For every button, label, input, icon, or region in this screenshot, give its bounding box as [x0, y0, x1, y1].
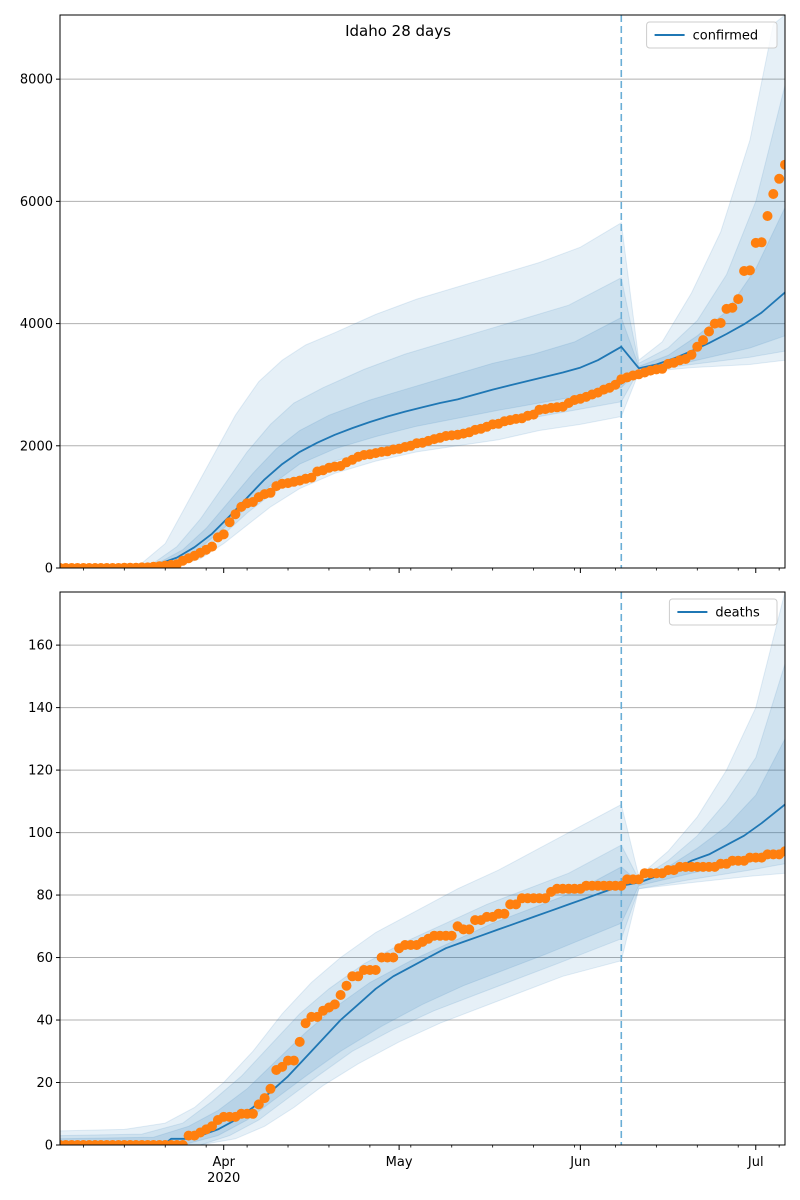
- deaths-observed-point: [633, 874, 644, 885]
- deaths-observed-point: [207, 1121, 217, 1132]
- confirmed-axes-frame: [59, 14, 786, 569]
- deaths-legend: deaths: [668, 598, 778, 626]
- deaths-observed-point: [464, 924, 475, 935]
- deaths-observed-point: [294, 1036, 305, 1047]
- deaths-band-3: [60, 738, 785, 1145]
- deaths-axes-frame: [59, 591, 786, 1146]
- confirmed-observed-point: [762, 211, 773, 221]
- x-tick-label: Jul: [747, 1155, 764, 1170]
- deaths-observed-point: [329, 999, 340, 1010]
- deaths-observed-point: [277, 1061, 288, 1072]
- deaths-uncertainty-bands: [60, 592, 785, 1145]
- deaths-observed-point: [499, 908, 510, 919]
- confirmed-x-axis-ticks: [82, 568, 780, 573]
- deaths-observed-point: [446, 930, 457, 941]
- deaths-observed-point: [288, 1055, 299, 1066]
- confirmed-chart-panel: 0 2000 4000 6000 8000 confirmed Idaho 28 day…: [20, 14, 786, 577]
- confirmed-y-axis-ticks: 0 2000 4000 6000 8000: [20, 73, 60, 577]
- confirmed-observed-point: [218, 529, 229, 540]
- deaths-y-tick-label: 100: [28, 826, 53, 841]
- deaths-gridlines: [60, 644, 785, 1084]
- confirmed-y-tick-label: 4000: [20, 317, 53, 332]
- confirmed-observed-point: [744, 265, 755, 276]
- confirmed-observed-point: [727, 302, 738, 313]
- deaths-legend-box: [668, 598, 778, 626]
- confirmed-observed-point: [780, 159, 785, 170]
- deaths-y-tick-label: 40: [36, 1014, 53, 1029]
- x-tick-label: May: [386, 1155, 413, 1170]
- deaths-observed-points: [60, 846, 785, 1145]
- deaths-band-1: [60, 592, 785, 1145]
- deaths-y-tick-label: 140: [28, 701, 53, 716]
- deaths-observed-point: [265, 1083, 276, 1094]
- deaths-legend-label: deaths: [715, 606, 760, 621]
- deaths-observed-point: [540, 893, 551, 904]
- confirmed-y-tick-label: 0: [45, 562, 53, 577]
- confirmed-observed-point: [768, 189, 779, 199]
- confirmed-observed-point: [230, 509, 241, 520]
- deaths-observed-point: [780, 846, 785, 857]
- confirmed-observed-point: [704, 326, 714, 337]
- deaths-observed-point: [335, 990, 346, 1000]
- deaths-observed-point: [247, 1108, 258, 1119]
- deaths-band-2: [60, 663, 785, 1145]
- deaths-y-axis-ticks: 0 20 40 60 80 100 120 140 160: [28, 639, 60, 1154]
- deaths-observed-point: [341, 980, 352, 991]
- x-tick-label: Jun: [569, 1155, 590, 1170]
- confirmed-observed-point: [733, 294, 744, 305]
- deaths-observed-point: [616, 880, 627, 891]
- confirmed-observed-point: [698, 335, 709, 346]
- confirmed-observed-point: [686, 349, 697, 360]
- confirmed-gridlines: [60, 78, 785, 447]
- deaths-observed-point: [300, 1018, 311, 1029]
- deaths-y-tick-label: 20: [36, 1076, 53, 1091]
- confirmed-observed-point: [224, 517, 235, 528]
- deaths-observed-point: [388, 952, 399, 963]
- deaths-y-tick-label: 80: [36, 889, 53, 904]
- confirmed-band-2: [60, 85, 785, 568]
- confirmed-observed-point: [715, 318, 726, 328]
- deaths-observed-point: [353, 971, 364, 982]
- confirmed-observed-point: [756, 237, 767, 248]
- deaths-y-tick-label: 160: [28, 639, 53, 654]
- confirmed-observed-point: [207, 541, 217, 552]
- confirmed-legend: confirmed: [646, 21, 778, 49]
- confirmed-y-tick-label: 2000: [20, 439, 53, 454]
- deaths-x-axis-ticks: [82, 1145, 780, 1150]
- deaths-y-tick-label: 0: [45, 1139, 53, 1154]
- confirmed-legend-box: [646, 21, 778, 49]
- confirmed-y-tick-label: 6000: [20, 195, 53, 210]
- deaths-y-tick-label: 60: [36, 951, 53, 966]
- deaths-observed-point: [259, 1093, 270, 1104]
- confirmed-legend-label: confirmed: [693, 29, 759, 44]
- x-tick-year-label: 2020: [207, 1171, 240, 1186]
- deaths-observed-point: [177, 1140, 188, 1145]
- confirmed-y-tick-label: 8000: [20, 73, 53, 88]
- deaths-y-tick-label: 120: [28, 764, 53, 779]
- chart-title: Idaho 28 days: [345, 22, 451, 40]
- confirmed-band-1: [60, 15, 785, 568]
- confirmed-observed-point: [774, 173, 785, 184]
- deaths-observed-point: [370, 965, 381, 975]
- deaths-observed-point: [511, 899, 521, 910]
- x-tick-label: Apr: [212, 1155, 235, 1170]
- confirmed-observed-points: [60, 159, 785, 568]
- deaths-observed-point: [253, 1099, 264, 1110]
- confirmed-observed-point: [265, 487, 276, 498]
- confirmed-observed-point: [692, 341, 703, 352]
